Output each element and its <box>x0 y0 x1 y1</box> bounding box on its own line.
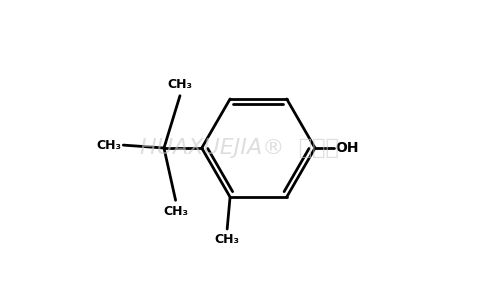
Text: CH₃: CH₃ <box>215 233 240 246</box>
Text: HUAXUEJIA®  化学加: HUAXUEJIA® 化学加 <box>140 138 339 158</box>
Text: CH₃: CH₃ <box>168 78 193 91</box>
Text: CH₃: CH₃ <box>163 205 188 218</box>
Text: OH: OH <box>335 141 359 155</box>
Text: CH₃: CH₃ <box>96 139 121 152</box>
